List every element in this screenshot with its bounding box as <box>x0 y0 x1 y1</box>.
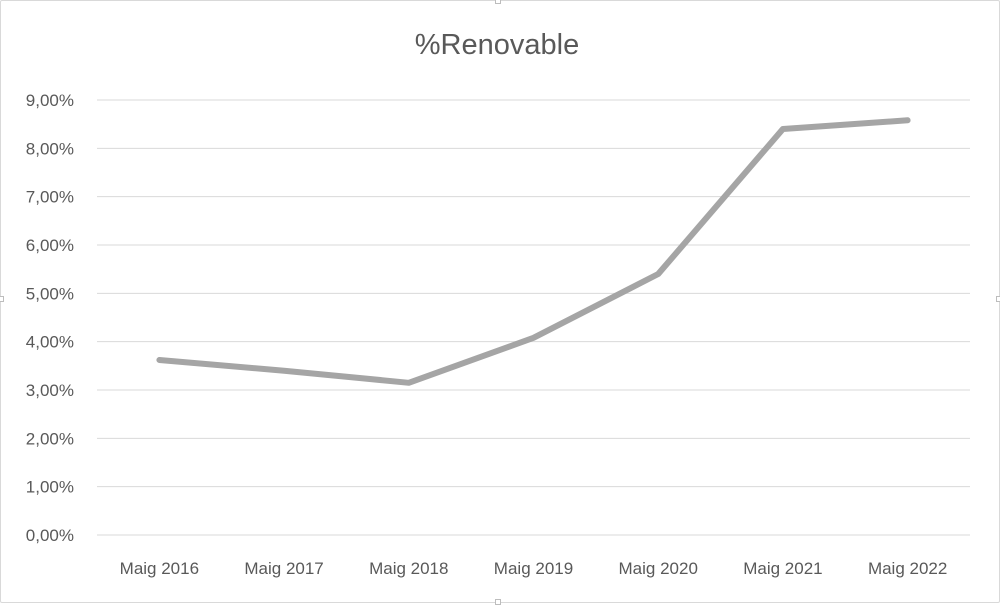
x-tick-label: Maig 2018 <box>369 559 448 578</box>
chart-title: %Renovable <box>415 29 579 61</box>
x-tick-label: Maig 2022 <box>868 559 947 578</box>
y-tick-label: 3,00% <box>26 381 74 400</box>
x-tick-label: Maig 2019 <box>494 559 573 578</box>
x-axis-tick-labels: Maig 2016 Maig 2017 Maig 2018 Maig 2019 Maig… <box>120 559 948 578</box>
y-tick-label: 8,00% <box>26 139 74 158</box>
y-tick-label: 9,00% <box>26 91 74 110</box>
y-tick-label: 5,00% <box>26 284 74 303</box>
y-tick-label: 0,00% <box>26 526 74 545</box>
gridlines <box>97 99 970 536</box>
y-tick-label: 6,00% <box>26 236 74 255</box>
x-tick-label: Maig 2016 <box>120 559 199 578</box>
y-axis-tick-labels: 0,00% 1,00% 2,00% 3,00% 4,00% 5,00% 6,00% 7,00%… <box>26 91 74 545</box>
y-tick-label: 7,00% <box>26 188 74 207</box>
x-tick-label: Maig 2021 <box>743 559 822 578</box>
resize-handle-top[interactable] <box>495 0 501 4</box>
resize-handle-left[interactable] <box>0 296 4 302</box>
y-tick-label: 2,00% <box>26 429 74 448</box>
series-layer <box>156 117 911 386</box>
x-tick-label: Maig 2017 <box>244 559 323 578</box>
x-tick-label: Maig 2020 <box>619 559 698 578</box>
series-line <box>156 117 911 386</box>
resize-handle-right[interactable] <box>996 296 1000 302</box>
y-tick-label: 1,00% <box>26 478 74 497</box>
y-tick-label: 4,00% <box>26 333 74 352</box>
